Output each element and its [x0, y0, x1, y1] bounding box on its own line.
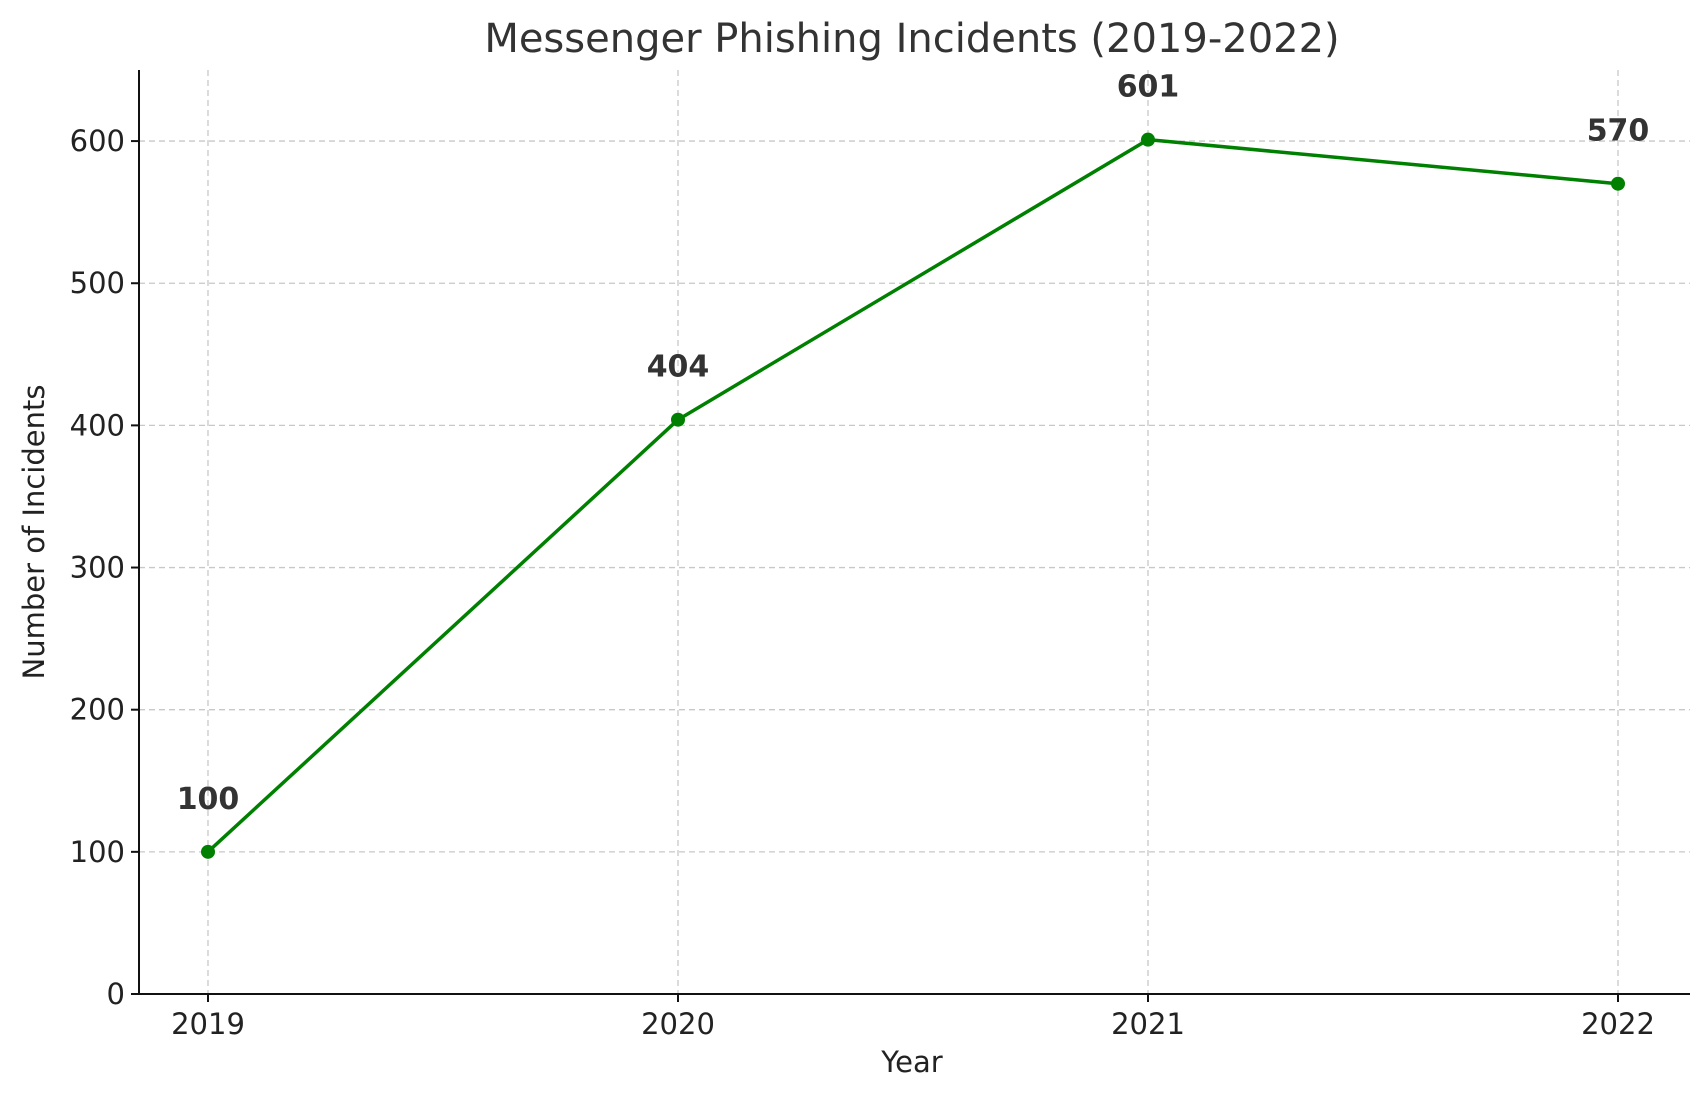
y-axis-label: Number of Incidents — [17, 385, 51, 680]
series-layer — [201, 132, 1625, 859]
data-point — [671, 412, 685, 427]
y-tick-label: 100 — [70, 835, 125, 869]
data-label: 601 — [1117, 70, 1180, 105]
x-tick-label: 2021 — [1111, 1007, 1185, 1041]
y-tick-label: 0 — [107, 977, 125, 1011]
data-label: 404 — [647, 350, 710, 385]
y-tick-label: 600 — [70, 124, 125, 158]
x-tick-label: 2020 — [641, 1007, 715, 1041]
series-line — [206, 137, 1619, 854]
y-tick-label: 400 — [70, 408, 125, 442]
y-tick-label: 500 — [70, 266, 125, 300]
x-tick-label: 2019 — [171, 1007, 245, 1041]
y-tick-label: 300 — [70, 551, 125, 585]
data-label: 570 — [1587, 114, 1650, 149]
grid-layer — [139, 70, 1690, 994]
x-tick-label: 2022 — [1581, 1007, 1655, 1041]
axes-layer: 0 100 200 300 400 500 600 2019 2020 2021 2022 — [70, 70, 1690, 1041]
data-point — [1611, 176, 1625, 191]
chart-title: Messenger Phishing Incidents (2019-2022) — [484, 16, 1339, 62]
data-point — [1141, 132, 1155, 147]
data-label: 100 — [177, 782, 240, 817]
x-axis-label: Year — [880, 1045, 942, 1079]
y-tick-label: 200 — [70, 693, 125, 727]
labels-layer: 100 404 601 570 — [177, 70, 1650, 817]
data-point — [201, 844, 215, 859]
